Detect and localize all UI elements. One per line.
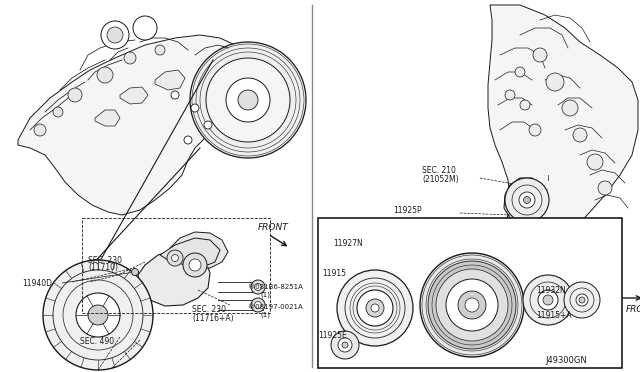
Text: 11915: 11915 — [322, 269, 346, 278]
Circle shape — [366, 299, 384, 317]
Text: SEC. 210: SEC. 210 — [422, 166, 456, 175]
Circle shape — [76, 293, 120, 337]
Circle shape — [251, 280, 265, 294]
Circle shape — [255, 301, 262, 308]
Text: (1): (1) — [260, 312, 270, 318]
Circle shape — [492, 244, 528, 280]
Circle shape — [504, 256, 516, 268]
Text: FRONT: FRONT — [258, 223, 289, 232]
Circle shape — [190, 42, 306, 158]
Circle shape — [88, 305, 108, 325]
Circle shape — [573, 128, 587, 142]
Circle shape — [184, 136, 192, 144]
Circle shape — [428, 261, 516, 349]
Text: (1): (1) — [260, 292, 270, 298]
Circle shape — [546, 73, 564, 91]
Polygon shape — [155, 70, 185, 90]
Polygon shape — [138, 250, 210, 306]
Polygon shape — [488, 5, 638, 322]
Circle shape — [598, 181, 612, 195]
Circle shape — [206, 58, 290, 142]
Circle shape — [337, 270, 413, 346]
Circle shape — [524, 196, 531, 203]
Circle shape — [342, 342, 348, 348]
Circle shape — [458, 291, 486, 319]
Circle shape — [579, 297, 585, 303]
Text: (11710): (11710) — [88, 263, 118, 272]
Circle shape — [101, 21, 129, 49]
Circle shape — [238, 90, 258, 110]
Circle shape — [505, 178, 549, 222]
Text: ®081B6-8251A: ®081B6-8251A — [248, 284, 303, 290]
Text: SEC. 230: SEC. 230 — [192, 305, 226, 314]
Circle shape — [255, 283, 262, 291]
Text: FRONT: FRONT — [626, 305, 640, 314]
Polygon shape — [95, 110, 120, 126]
Circle shape — [204, 121, 212, 129]
Text: 11925E: 11925E — [318, 331, 347, 340]
Circle shape — [519, 192, 535, 208]
Text: SEC. 490: SEC. 490 — [80, 337, 114, 346]
Circle shape — [520, 100, 530, 110]
Circle shape — [436, 269, 508, 341]
Circle shape — [167, 250, 183, 266]
Circle shape — [538, 290, 558, 310]
Circle shape — [155, 45, 165, 55]
Circle shape — [172, 254, 179, 262]
Circle shape — [420, 253, 524, 357]
Polygon shape — [18, 35, 258, 215]
Text: 11925P: 11925P — [393, 206, 422, 215]
Circle shape — [562, 100, 578, 116]
Circle shape — [331, 331, 359, 359]
Circle shape — [465, 298, 479, 312]
Polygon shape — [160, 238, 220, 268]
Circle shape — [171, 91, 179, 99]
Polygon shape — [120, 87, 148, 104]
Bar — [318, 218, 622, 368]
Circle shape — [191, 104, 199, 112]
Circle shape — [131, 269, 138, 276]
Text: J49300GN: J49300GN — [545, 356, 587, 365]
Circle shape — [124, 52, 136, 64]
Circle shape — [529, 124, 541, 136]
Circle shape — [43, 260, 153, 370]
Circle shape — [251, 298, 265, 312]
Circle shape — [226, 78, 270, 122]
Circle shape — [133, 16, 157, 40]
Circle shape — [564, 282, 600, 318]
Text: ®08197-0021A: ®08197-0021A — [248, 304, 303, 310]
Circle shape — [183, 253, 207, 277]
Circle shape — [189, 259, 201, 271]
Circle shape — [492, 272, 504, 284]
Circle shape — [533, 48, 547, 62]
Circle shape — [53, 107, 63, 117]
Circle shape — [495, 276, 500, 280]
Circle shape — [543, 295, 553, 305]
Circle shape — [34, 124, 46, 136]
Circle shape — [523, 275, 573, 325]
Circle shape — [515, 67, 525, 77]
Circle shape — [446, 279, 498, 331]
Polygon shape — [504, 178, 548, 222]
Circle shape — [505, 90, 515, 100]
Text: (11716+A): (11716+A) — [192, 314, 234, 323]
Circle shape — [68, 88, 82, 102]
Text: 11940D: 11940D — [22, 279, 52, 288]
Circle shape — [107, 27, 123, 43]
Text: 11927N: 11927N — [333, 239, 363, 248]
Circle shape — [338, 338, 352, 352]
Circle shape — [97, 67, 113, 83]
Text: SEC. 230: SEC. 230 — [88, 256, 122, 265]
Circle shape — [371, 304, 379, 312]
Polygon shape — [170, 232, 228, 268]
Text: (21052M): (21052M) — [422, 175, 459, 184]
Text: 11915+A: 11915+A — [536, 311, 572, 320]
Circle shape — [357, 290, 393, 326]
Circle shape — [576, 294, 588, 306]
Circle shape — [587, 154, 603, 170]
Text: 11932N: 11932N — [536, 286, 566, 295]
